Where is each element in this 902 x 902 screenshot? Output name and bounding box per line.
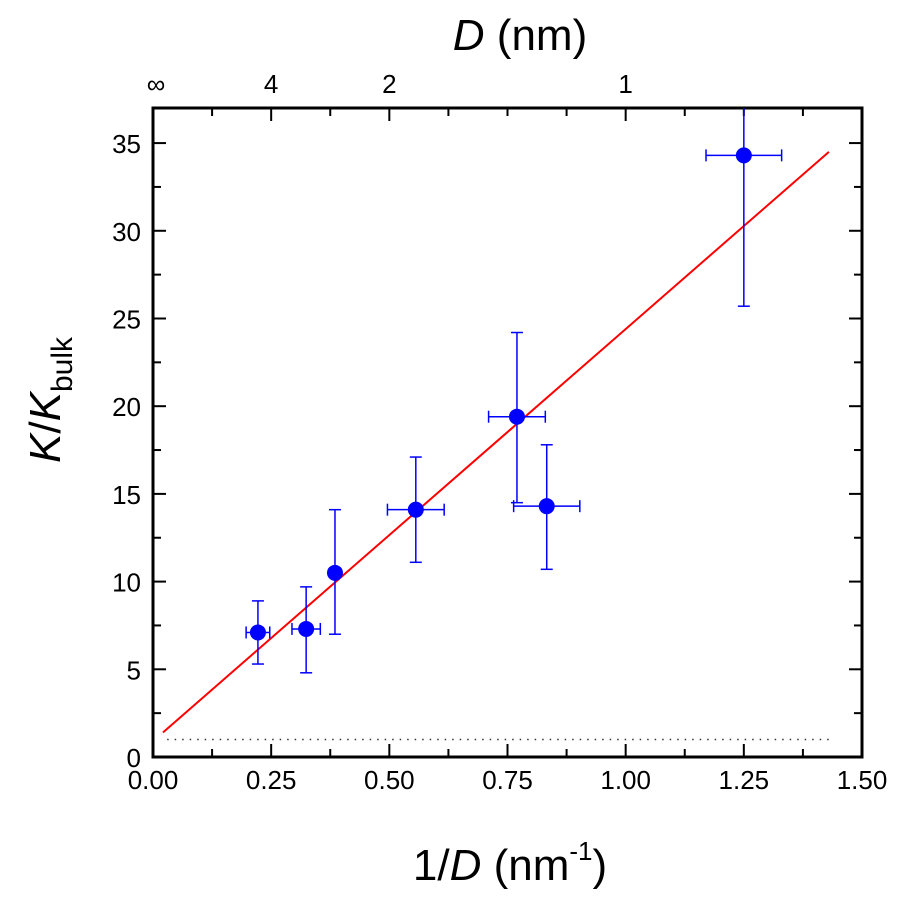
y-tick-label: 20 [112, 392, 141, 422]
y-axis-title-subscript: bulk [46, 336, 79, 392]
top-axis-title: D (nm) [453, 11, 587, 60]
top-tick-label: 1 [618, 69, 632, 99]
data-point [291, 586, 322, 674]
x-tick-label: 1.25 [719, 765, 770, 795]
data-marker [249, 624, 266, 641]
top-tick-label: ∞ [147, 69, 166, 99]
y-tick-label: 35 [112, 129, 141, 159]
top-axis-title-unit: (nm) [485, 11, 588, 60]
data-marker [407, 501, 424, 518]
data-point [705, 108, 783, 307]
x-axis-title-close: ) [592, 841, 607, 890]
data-point [487, 331, 547, 504]
y-axis-title: K/Kbulk [21, 336, 79, 463]
data-marker [735, 147, 752, 164]
top-axis-title-variable: D [453, 11, 485, 60]
data-points-group [245, 108, 783, 674]
y-tick-label: 25 [112, 304, 141, 334]
fit-line [162, 151, 830, 734]
tick-labels: 0.00 0.25 0.50 0.75 1.00 1.25 1.50∞ 4 2 105101520… [112, 69, 887, 795]
x-tick-label: 0.75 [482, 765, 533, 795]
y-axis-title-variable: K [21, 432, 70, 463]
data-point [512, 444, 581, 571]
x-axis-title-prefix: 1/ [413, 841, 450, 890]
y-tick-label: 15 [112, 480, 141, 510]
x-tick-label: 0.50 [364, 765, 415, 795]
y-tick-label: 30 [112, 217, 141, 247]
x-tick-label: 0.25 [246, 765, 297, 795]
fit-line-group [162, 151, 830, 734]
data-marker [326, 564, 343, 581]
y-tick-label: 0 [127, 743, 141, 773]
y-axis-title-slash: / [21, 421, 70, 434]
x-axis-title-variable: D [450, 841, 482, 890]
data-point [386, 456, 445, 564]
x-axis-title-superscript: -1 [569, 836, 592, 866]
data-marker [508, 408, 525, 425]
x-axis-title: 1/D (nm-1) [413, 836, 607, 890]
data-point [326, 508, 343, 635]
y-tick-label: 5 [127, 655, 141, 685]
x-tick-label: 1.00 [600, 765, 651, 795]
top-tick-label: 2 [382, 69, 396, 99]
data-point [245, 600, 271, 665]
axis-ticks [152, 108, 863, 758]
data-marker [298, 620, 315, 637]
y-axis-title-denominator: K [21, 390, 70, 421]
x-tick-label: 0.00 [128, 765, 179, 795]
x-tick-label: 1.50 [837, 765, 888, 795]
x-axis-title-unit: (nm [481, 841, 569, 890]
top-tick-label: 4 [264, 69, 278, 99]
data-marker [538, 498, 555, 515]
y-tick-label: 10 [112, 568, 141, 598]
